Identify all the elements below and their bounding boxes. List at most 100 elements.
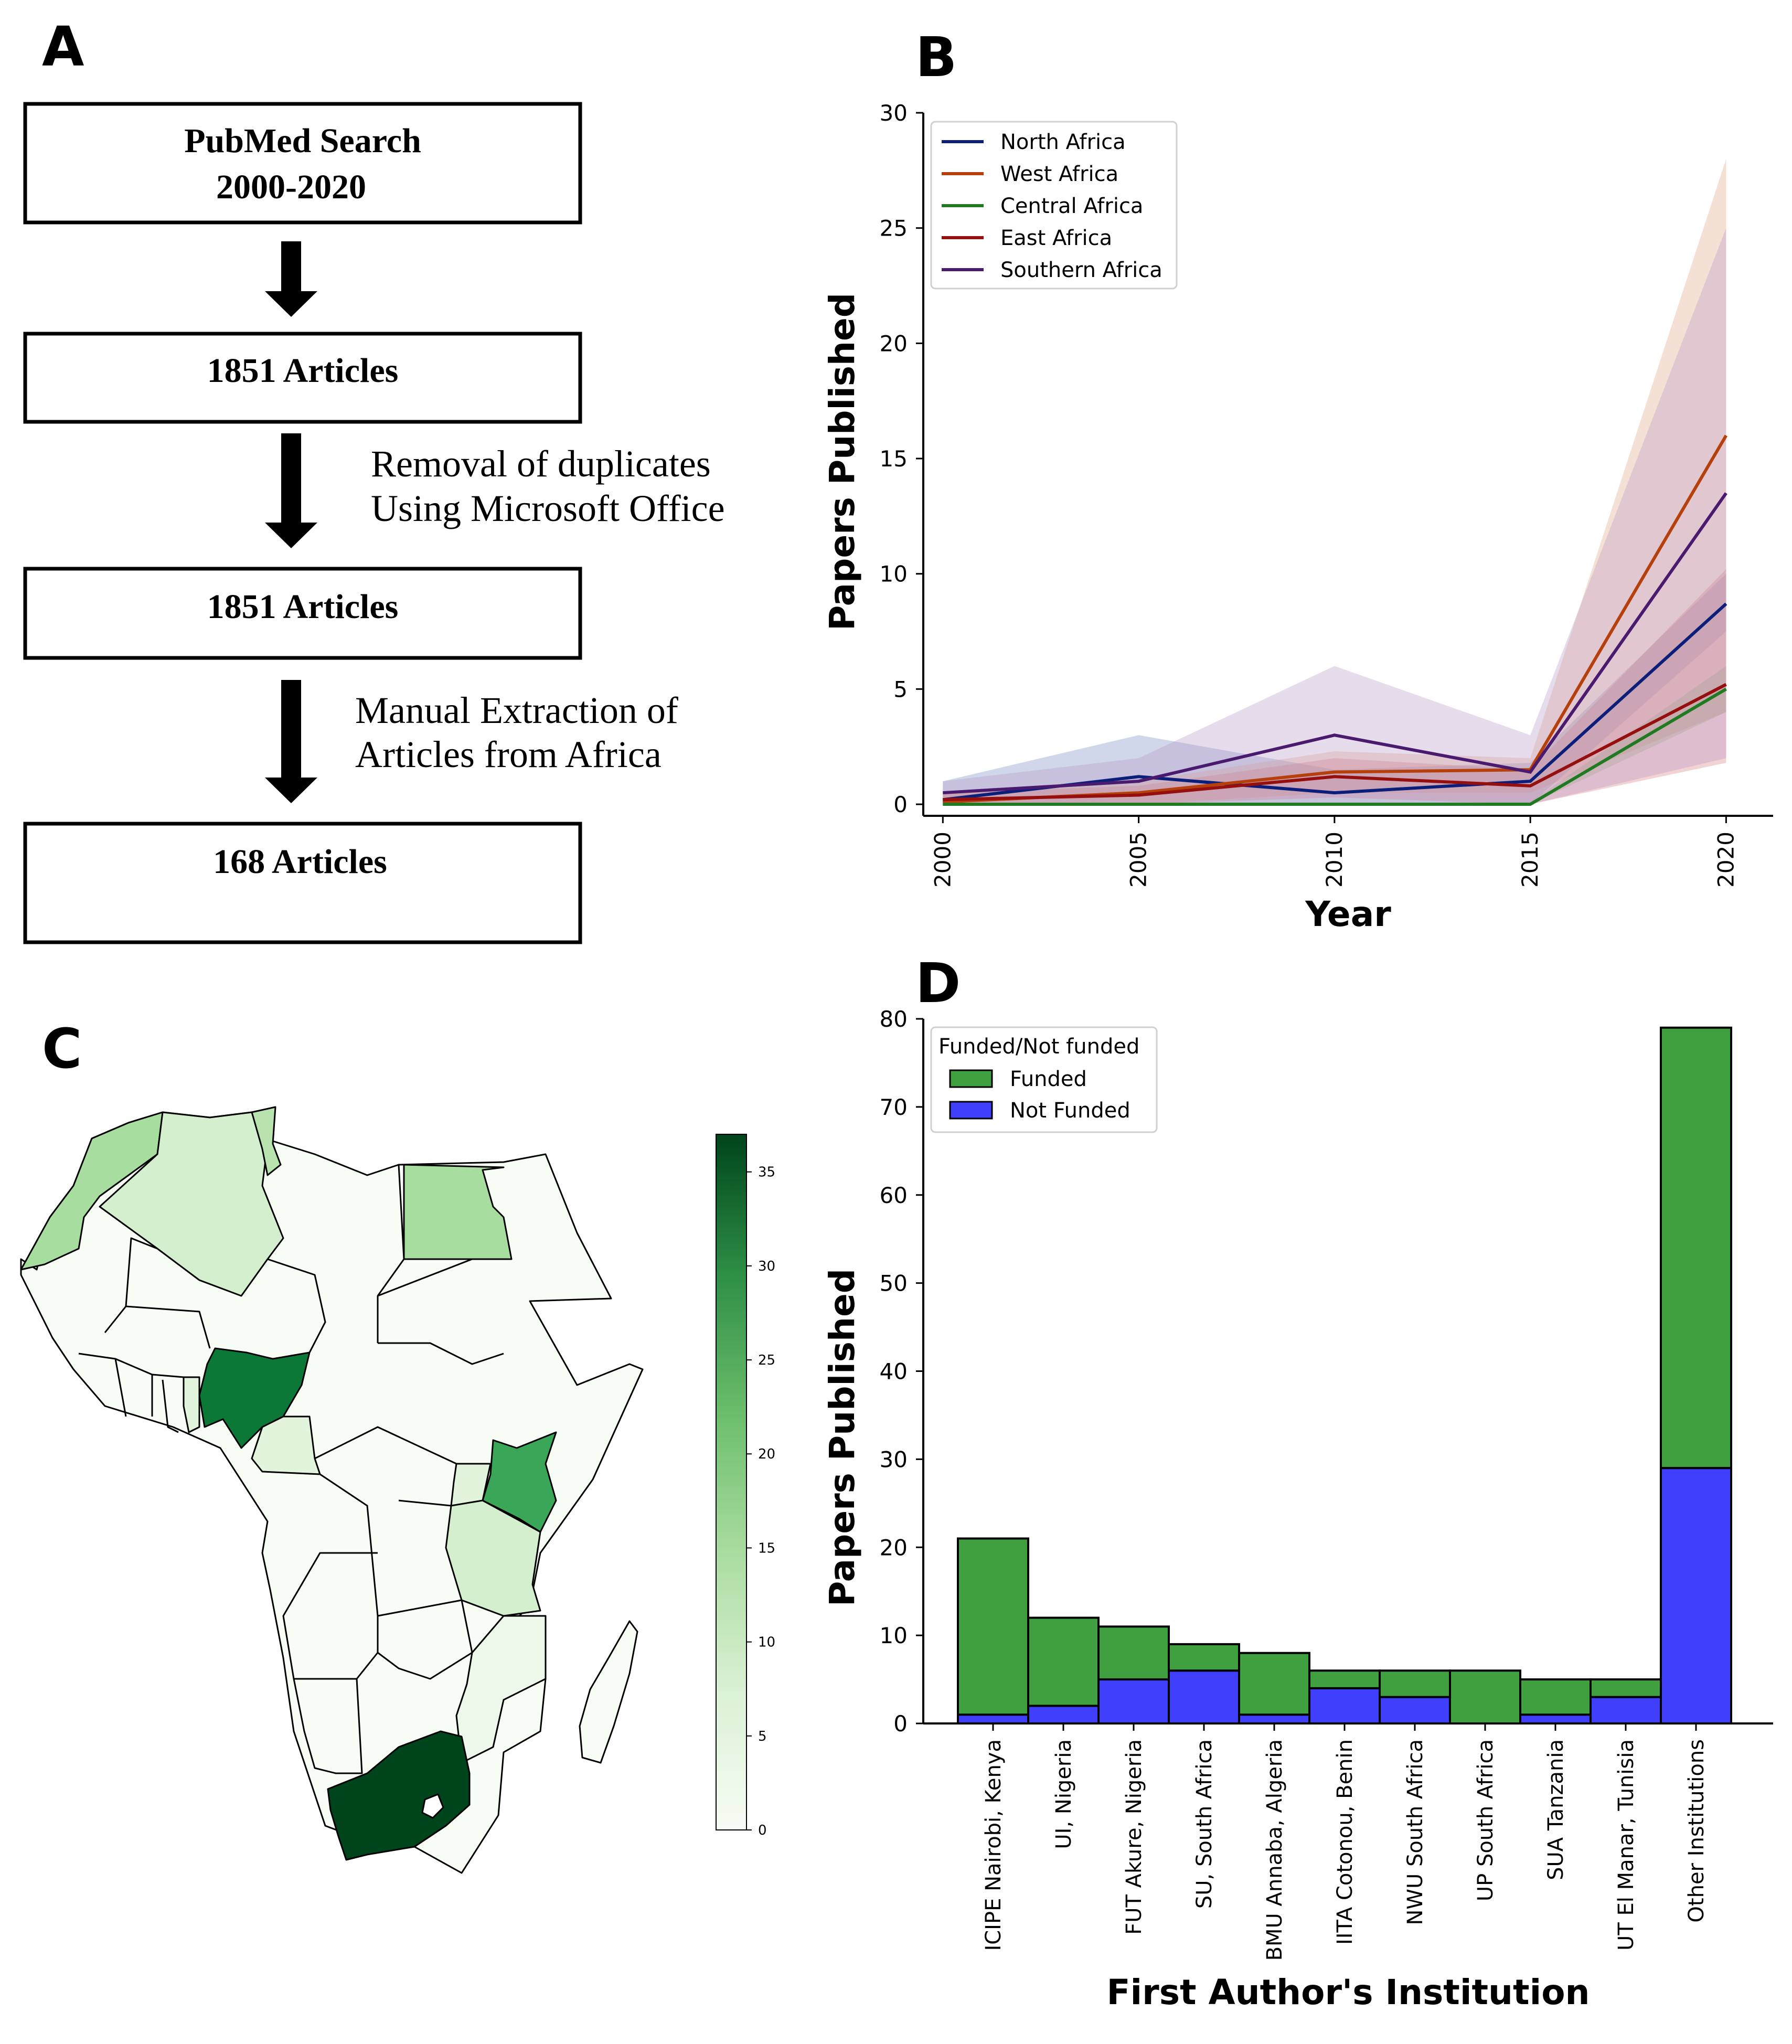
x-tick-label: SUA Tanzania (1544, 1739, 1568, 1880)
flowchart: PubMed Search 2000-2020 1851 Articles Re… (23, 102, 725, 944)
x-tick-label: Other Institutions (1684, 1739, 1709, 1923)
flow-step-extract-line2: Articles from Africa (355, 733, 662, 775)
flow-box-search-line1: PubMed Search (184, 122, 421, 160)
flow-step-dedup-line1: Removal of duplicates (371, 443, 711, 485)
band-1 (943, 158, 1726, 805)
region-ghana (183, 1376, 200, 1433)
bar-funded (1660, 1026, 1732, 1470)
series-line-3 (943, 683, 1727, 802)
flow-box-articles-1 (23, 332, 582, 424)
region-mozambique (455, 1615, 547, 1764)
flow-box-search (23, 102, 582, 225)
flow-box-articles-1-label: 1851 Articles (207, 352, 399, 390)
legend-label: Not Funded (1010, 1099, 1130, 1123)
colorbar-tick-label: 15 (758, 1540, 775, 1556)
y-tick-label: 10 (880, 561, 908, 587)
line-chart-x-label: Year (1305, 894, 1391, 934)
bar-funded (1027, 1616, 1100, 1707)
colorbar (716, 1134, 747, 1830)
legend-title: Funded/Not funded (938, 1035, 1139, 1059)
bar-not-funded (1379, 1696, 1451, 1724)
bar-not-funded (1308, 1687, 1381, 1725)
flow-arrow (265, 680, 317, 803)
region-madagascar (579, 1620, 638, 1764)
region-borders (78, 1164, 511, 1679)
series-lines (942, 434, 1728, 806)
flow-box-search-line2: 2000-2020 (216, 168, 366, 206)
bar-funded (1449, 1669, 1521, 1724)
colorbar-tick-label: 0 (758, 1823, 767, 1838)
x-tick-label: 2010 (1321, 832, 1347, 888)
y-tick-label: 20 (880, 1535, 908, 1560)
panel-label-c: C (42, 1017, 82, 1081)
line-chart-legend: North Africa West Africa Central Africa Eas… (930, 121, 1178, 290)
region-cameroon (251, 1415, 321, 1475)
flow-box-articles-final (23, 822, 582, 944)
bar-not-funded (957, 1713, 1029, 1724)
x-tick-label: 2015 (1517, 832, 1543, 888)
x-tick-label: BMU Annaba, Algeria (1263, 1739, 1287, 1961)
x-tick-label: FUT Akure, Nigeria (1122, 1739, 1146, 1935)
legend-label: North Africa (1000, 130, 1126, 154)
flow-arrow (265, 433, 317, 548)
line-chart-axes: 0 5 10 15 20 25 30 2000 2005 2010 2015 2020 (880, 100, 1773, 888)
y-tick-label: 50 (880, 1271, 908, 1296)
x-tick-label: SU, South Africa (1192, 1739, 1217, 1909)
y-tick-label: 25 (880, 216, 908, 241)
stacked-bar-chart: ICIPE Nairobi, Kenya UI, Nigeria FUT Akure… (822, 1006, 1773, 2013)
y-tick-label: 30 (880, 1446, 908, 1472)
map-regions (20, 1106, 644, 1874)
legend-swatch (949, 1101, 993, 1120)
legend-label: East Africa (1000, 226, 1112, 250)
bar-funded (1238, 1652, 1310, 1716)
x-tick-label: 2005 (1126, 832, 1151, 888)
legend-swatch (949, 1069, 993, 1088)
flow-step-dedup-line2: Using Microsoft Office (371, 487, 725, 529)
bar-not-funded (1590, 1696, 1662, 1724)
band-0 (943, 573, 1726, 805)
region-lesotho (421, 1793, 444, 1819)
bar-not-funded (1168, 1669, 1240, 1724)
flow-step-extract-line1: Manual Extraction of (355, 689, 678, 731)
region-south-africa (327, 1730, 471, 1861)
bar-funded (1379, 1669, 1451, 1698)
colorbar-tick-label: 35 (758, 1165, 775, 1180)
y-tick-label: 15 (880, 446, 908, 472)
x-tick-label: ICIPE Nairobi, Kenya (982, 1739, 1006, 1951)
bar-not-funded (1519, 1713, 1592, 1724)
legend-label: Funded (1010, 1067, 1087, 1091)
flow-box-articles-final-label: 168 Articles (213, 843, 387, 881)
y-tick-label: 80 (880, 1006, 908, 1032)
region-egypt (403, 1164, 513, 1260)
legend-label: Central Africa (1000, 194, 1143, 218)
bar-funded (1519, 1678, 1592, 1716)
flow-box-articles-2-label: 1851 Articles (207, 588, 399, 626)
colorbar-ticks: 0 5 10 15 20 25 30 35 (746, 1165, 775, 1838)
band-4 (943, 228, 1726, 805)
y-tick-label: 0 (893, 792, 908, 817)
y-tick-label: 5 (893, 676, 908, 702)
confidence-bands (943, 158, 1726, 805)
series-line-4 (943, 492, 1727, 795)
region-tunisia (251, 1106, 282, 1176)
bar-funded (1097, 1625, 1170, 1681)
panel-label-d: D (915, 951, 961, 1015)
y-tick-label: 40 (880, 1359, 908, 1385)
region-tanzania (445, 1499, 541, 1617)
bar-funded (1590, 1678, 1662, 1698)
y-tick-label: 60 (880, 1183, 908, 1208)
bar-not-funded (1238, 1713, 1310, 1724)
legend-label: West Africa (1000, 162, 1118, 186)
line-chart: 0 5 10 15 20 25 30 2000 2005 2010 2015 2020 Year Pa… (822, 100, 1773, 934)
x-tick-label: 2020 (1713, 832, 1738, 888)
bar-funded (957, 1537, 1029, 1716)
colorbar-tick-label: 10 (758, 1635, 775, 1651)
y-tick-label: 20 (880, 331, 908, 356)
panel-label-a: A (42, 15, 84, 79)
bar-funded (1168, 1643, 1240, 1672)
panel-label-b: B (915, 25, 957, 89)
bar-marks (957, 1026, 1732, 1725)
x-tick-label: 2000 (930, 832, 955, 888)
series-line-2 (943, 687, 1727, 806)
